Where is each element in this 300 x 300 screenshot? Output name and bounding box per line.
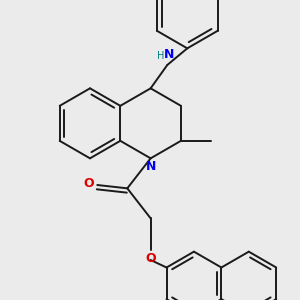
- Text: H: H: [157, 51, 164, 61]
- Text: O: O: [145, 252, 156, 265]
- Text: N: N: [164, 48, 174, 61]
- Text: N: N: [146, 160, 156, 173]
- Text: O: O: [84, 177, 94, 190]
